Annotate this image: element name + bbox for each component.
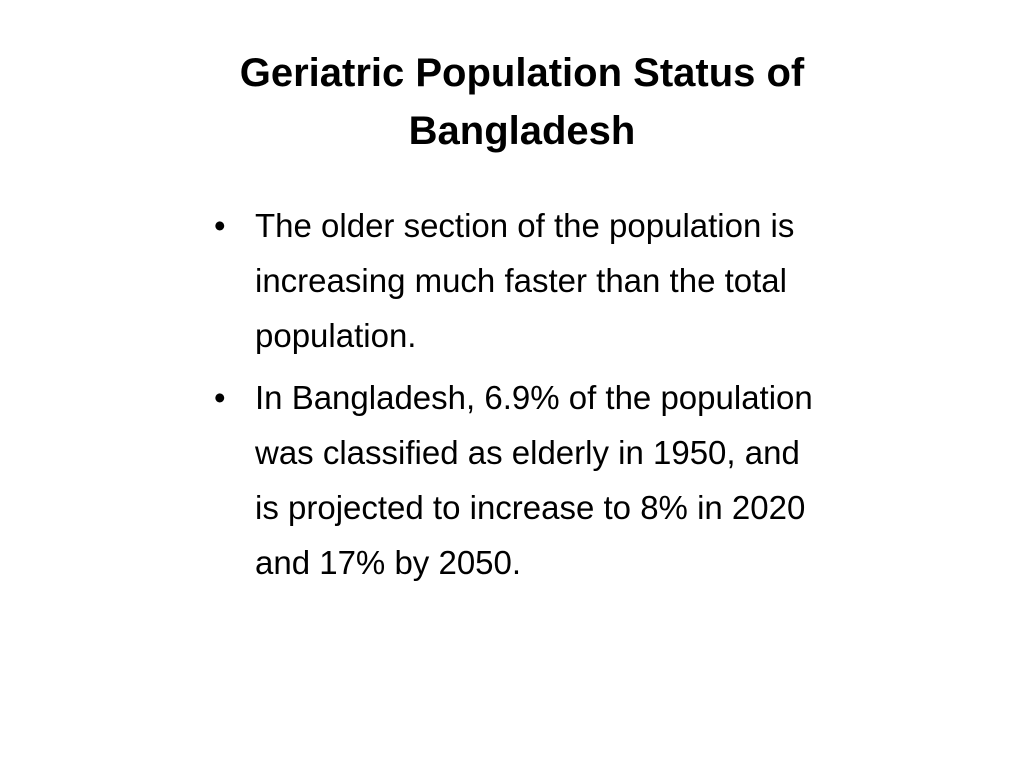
bullet-text-line: The older section of the population is — [255, 207, 795, 244]
bullet-text-line: and 17% by 2050. — [255, 544, 522, 581]
bullet-text-line: In Bangladesh, 6.9% of the population — [255, 379, 813, 416]
bullet-text-line: increasing much faster than the total — [255, 262, 787, 299]
bullet: • In Bangladesh, 6.9% of the population wa… — [212, 370, 1002, 590]
bullet-marker: • — [214, 379, 226, 416]
bullet-text-line: is projected to increase to 8% in 2020 — [255, 489, 806, 526]
bullet-text-line: was classified as elderly in 1950, and — [255, 434, 800, 471]
slide-title: Geriatric Population Status of Banglades… — [239, 51, 805, 153]
bullet-marker: • — [214, 207, 226, 244]
bullet: • The older section of the population is i… — [212, 198, 1002, 363]
bullet-list: • The older section of the population is i… — [212, 198, 1002, 597]
bullet-text-line: population. — [255, 317, 417, 354]
